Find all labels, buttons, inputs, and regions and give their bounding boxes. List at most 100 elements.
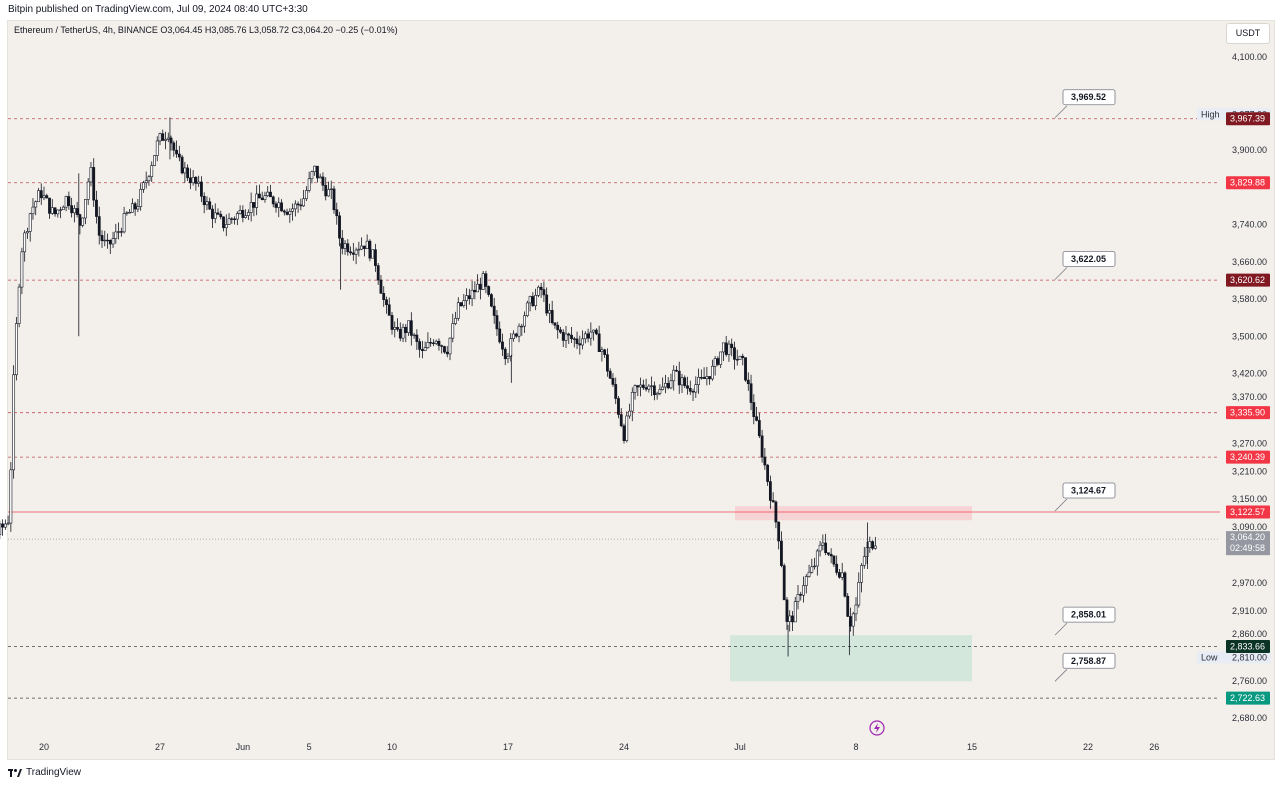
tradingview-footer[interactable]: TradingView (8, 765, 81, 781)
x-tick-label: 27 (155, 742, 165, 752)
level-price-tag-label: 3,335.90 (1230, 408, 1265, 418)
candle-body (103, 239, 107, 242)
currency-button[interactable]: USDT (1226, 23, 1270, 44)
candle-body (133, 203, 137, 210)
x-tick-label: Jul (734, 742, 746, 752)
candle-body (17, 286, 21, 324)
candle-body (791, 615, 794, 623)
candle-body (387, 304, 391, 316)
candle-body (636, 385, 640, 388)
candle-body (644, 387, 648, 390)
candle-body (177, 153, 181, 158)
candle-body (683, 377, 687, 387)
candle-body (423, 347, 427, 351)
candle-body (230, 218, 234, 220)
candle-body (686, 385, 689, 389)
candle-body (106, 239, 109, 242)
candle-body (321, 176, 325, 186)
candle-body (628, 410, 631, 417)
candle-body (744, 357, 747, 381)
y-tick-label: 3,660.00 (1232, 257, 1267, 267)
candle-body (536, 286, 540, 296)
candle-body (840, 572, 844, 578)
candle-body (697, 377, 700, 386)
candle-body (465, 295, 468, 301)
candle-body (37, 190, 40, 203)
candle-body (23, 232, 27, 253)
candle-body (733, 347, 736, 360)
candle-body (860, 565, 863, 583)
current-price-tag (1226, 531, 1270, 556)
candle-body (266, 191, 270, 196)
candle-body (246, 212, 250, 216)
candle-body (302, 198, 306, 207)
candle-body (136, 206, 140, 210)
candle-body (418, 341, 422, 350)
candle-body (677, 370, 681, 386)
candle-body (186, 167, 190, 179)
candle-body (600, 349, 604, 353)
candle-body (313, 165, 317, 173)
candle-body (415, 334, 419, 342)
x-tick-label: 10 (387, 742, 397, 752)
candle-body (45, 195, 49, 199)
candle-body (570, 334, 573, 340)
y-tick-label: 4,100.00 (1232, 52, 1267, 62)
candle-body (675, 369, 678, 372)
x-tick-label: 15 (967, 742, 977, 752)
candle-body (722, 342, 725, 353)
candle-body (1, 523, 4, 528)
candle-body (390, 315, 394, 330)
candle-body (368, 240, 372, 259)
support-zone (730, 635, 972, 682)
candle-body (263, 195, 267, 200)
candle-body (271, 196, 275, 205)
candle-body (851, 613, 855, 627)
y-tick-label: 3,370.00 (1232, 392, 1267, 402)
candle-body (865, 547, 869, 557)
candle-body (854, 604, 858, 615)
candle-body (398, 329, 402, 339)
candle-body (365, 240, 369, 250)
callout-label: 2,858.01 (1071, 610, 1106, 620)
candle-body (379, 279, 383, 294)
candle-body (766, 464, 770, 482)
candle-body (147, 176, 151, 182)
candle-body (481, 273, 485, 290)
candle-body (503, 348, 507, 360)
candle-body (371, 249, 375, 259)
candle-body (873, 545, 877, 549)
candle-body (70, 205, 74, 214)
candle-body (572, 338, 576, 340)
candle-body (213, 212, 217, 219)
candle-body (84, 199, 87, 219)
y-tick-label: 3,500.00 (1232, 331, 1267, 341)
callout-leader (1054, 267, 1068, 280)
candle-body (586, 333, 590, 339)
candle-body (20, 251, 24, 288)
candle-body (669, 380, 673, 389)
candle-body (142, 182, 145, 190)
candle-body (357, 248, 361, 251)
candle-body (727, 343, 731, 355)
candle-body (437, 340, 441, 346)
candle-body (191, 177, 195, 184)
candle-body (260, 197, 264, 200)
candle-body (561, 331, 565, 341)
candle-body (349, 251, 352, 254)
candle-body (835, 563, 839, 573)
candle-body (409, 320, 413, 336)
candle-body (702, 377, 706, 379)
candle-body (788, 615, 792, 622)
candle-body (244, 215, 248, 218)
candle-body (611, 378, 615, 385)
candle-body (746, 379, 750, 385)
candle-body (155, 140, 159, 156)
candle-body (338, 215, 341, 239)
candle-body (583, 333, 587, 340)
callout-leader (1054, 669, 1068, 682)
candle-body (641, 384, 645, 388)
chart-panel[interactable] (7, 20, 1275, 760)
x-tick-label: 5 (307, 742, 312, 752)
